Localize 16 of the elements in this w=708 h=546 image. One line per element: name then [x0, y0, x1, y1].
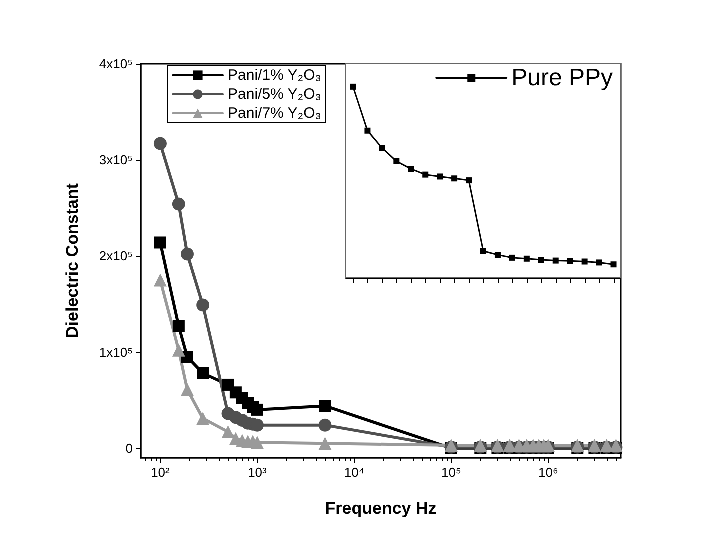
legend-label: Pani/5% Y₂O₃: [228, 86, 322, 103]
x-tick-label: 10²: [151, 465, 171, 480]
x-tick-label: 10⁶: [538, 465, 558, 480]
legend-label: Pani/7% Y₂O₃: [228, 105, 322, 122]
y-tick-label: 0: [126, 440, 133, 456]
legend-label: Pure PPy: [512, 64, 614, 92]
y-tick-label: 2x10⁵: [99, 248, 133, 264]
x-tick-label: 10⁴: [344, 465, 364, 480]
y-tick-label: 3x10⁵: [99, 152, 133, 168]
y-tick-label: 4x10⁵: [99, 56, 133, 72]
legend-label: Pani/1% Y₂O₃: [228, 67, 322, 84]
x-tick-label: 10⁵: [442, 465, 462, 480]
y-tick-label: 1x10⁵: [99, 344, 133, 360]
x-tick-label: 10³: [248, 465, 268, 480]
y-axis-title: Dielectric Constant: [63, 183, 82, 338]
x-axis-title: Frequency Hz: [325, 499, 437, 518]
